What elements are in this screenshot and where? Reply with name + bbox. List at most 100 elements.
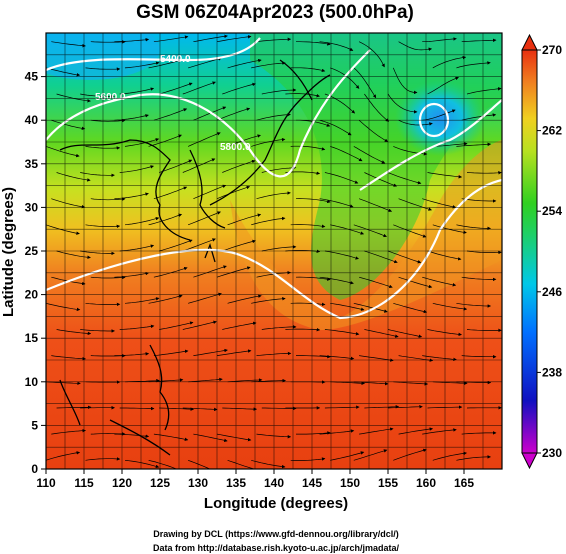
colorbar: 270 262 254 246 238 230 — [521, 33, 562, 470]
streamline — [182, 407, 218, 412]
streamline — [256, 112, 291, 121]
streamline — [227, 294, 262, 304]
streamline — [422, 428, 457, 435]
streamline — [159, 82, 193, 95]
contour-lines — [46, 37, 502, 320]
streamline — [256, 37, 292, 43]
streamline — [256, 351, 292, 356]
streamline — [427, 172, 463, 179]
streamline — [119, 406, 155, 411]
streamline — [153, 433, 189, 442]
streamline — [290, 224, 326, 229]
streamline — [227, 378, 263, 383]
streamline — [119, 87, 155, 95]
streamline — [56, 250, 91, 259]
x-tick-label: 165 — [454, 476, 474, 490]
streamline — [393, 448, 427, 461]
streamline — [90, 432, 126, 436]
streamline — [153, 35, 189, 43]
colorbar-tick-label: 254 — [542, 204, 562, 218]
streamline — [216, 349, 252, 356]
streamline — [359, 355, 394, 362]
streamline — [324, 250, 359, 260]
streamline — [324, 172, 359, 184]
streamline — [427, 329, 462, 337]
streamline — [119, 324, 155, 330]
streamline — [319, 429, 355, 435]
streamline — [187, 132, 221, 147]
streamline — [330, 302, 365, 311]
streamline — [56, 329, 92, 336]
streamline — [90, 40, 126, 44]
x-tick-label: 110 — [36, 476, 56, 490]
x-tick-label: 140 — [264, 476, 284, 490]
streamline — [46, 381, 81, 386]
streamline — [251, 61, 286, 69]
streamline — [330, 146, 363, 162]
streamline — [216, 266, 251, 278]
streamline — [188, 292, 222, 304]
streamline — [398, 119, 433, 126]
credit-line-1: Drawing by DCL (https://www.gfd-dennou.o… — [153, 529, 399, 539]
streamline — [251, 297, 286, 304]
streamline — [353, 449, 388, 461]
streamline — [51, 119, 86, 131]
grid — [46, 33, 502, 469]
streamline — [193, 265, 227, 278]
streamline — [159, 321, 194, 330]
streamline — [46, 224, 80, 235]
streamline — [319, 198, 354, 208]
streamline — [222, 407, 258, 411]
streamline — [148, 213, 183, 226]
streamline — [80, 172, 115, 178]
streamline — [387, 329, 423, 338]
streamline — [290, 145, 326, 151]
y-tick-label: 45 — [25, 70, 39, 84]
streamline — [461, 354, 497, 359]
y-tick-label: 15 — [25, 331, 39, 345]
streamline — [85, 457, 121, 461]
streamline — [85, 224, 121, 229]
y-tick-label: 20 — [25, 288, 39, 302]
streamline — [364, 172, 398, 187]
colorbar-tick-label: 238 — [542, 365, 562, 379]
streamline — [222, 321, 257, 330]
streamlines — [46, 34, 502, 469]
colorbar-tick-label: 262 — [542, 124, 562, 138]
streamline — [456, 455, 491, 461]
streamline — [364, 93, 390, 122]
streamline — [364, 405, 400, 409]
streamline — [124, 216, 160, 226]
streamline — [193, 433, 228, 443]
streamline — [114, 433, 150, 438]
streamline — [359, 427, 394, 435]
streamline — [392, 67, 418, 95]
streamline — [46, 302, 81, 312]
streamline — [296, 431, 331, 435]
streamline — [193, 34, 228, 43]
contour-label-5400: 5400.0 — [160, 54, 191, 65]
streamline — [182, 320, 217, 330]
streamline — [251, 459, 286, 469]
streamline — [456, 302, 492, 308]
streamline — [393, 224, 427, 238]
streamline — [290, 67, 326, 73]
x-axis-ticks: 110 115 120 125 130 135 140 145 150 155 160 165 — [36, 469, 474, 490]
streamline — [466, 171, 502, 175]
streamline — [182, 158, 216, 173]
streamline — [393, 381, 429, 386]
streamline — [114, 114, 149, 121]
streamline — [222, 82, 256, 95]
streamline — [358, 41, 385, 68]
y-tick-label: 35 — [25, 157, 39, 171]
colorbar-tick-label: 230 — [542, 446, 562, 460]
streamline — [432, 55, 467, 69]
streamline — [193, 348, 228, 356]
streamline — [124, 459, 160, 469]
streamline — [261, 88, 297, 95]
streamline — [85, 302, 121, 307]
streamline — [216, 185, 251, 200]
streamline — [398, 427, 434, 435]
streamline — [119, 244, 155, 252]
